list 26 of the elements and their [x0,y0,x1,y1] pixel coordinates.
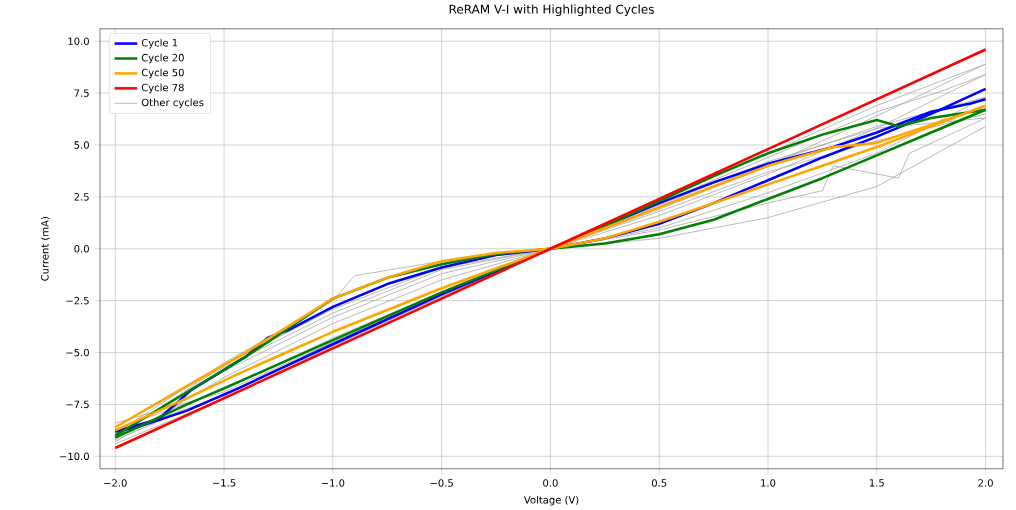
legend-label: Cycle 20 [141,53,184,64]
legend-label: Other cycles [141,98,204,109]
chart-title: ReRAM V-I with Highlighted Cycles [449,4,654,17]
y-axis-title: Current (mA) [40,217,50,281]
x-tick-label: 1.0 [761,479,776,487]
y-tick-label: 10.0 [68,37,89,46]
legend-label: Cycle 50 [141,68,184,79]
x-tick-label: −2.0 [104,479,127,487]
x-tick-label: 0.5 [651,479,667,487]
y-tick-label: 5.0 [74,141,89,149]
x-tick-label: 0.0 [543,479,558,487]
y-tick-label: −7.5 [66,400,89,409]
x-tick-label: 2.0 [978,479,993,487]
legend-label: Cycle 1 [141,38,178,49]
y-tick-label: 7.5 [74,89,89,97]
legend-label: Cycle 78 [141,83,184,94]
x-tick-label: −0.5 [430,479,453,487]
y-tick-label: −2.5 [66,296,89,305]
x-tick-label: −1.5 [212,479,236,487]
y-tick-label: 0.0 [74,244,89,253]
y-tick-label: 2.5 [74,193,89,201]
x-tick-label: 1.5 [869,479,884,487]
x-axis-title: Voltage (V) [523,495,579,506]
x-tick-label: −1.0 [321,479,345,487]
y-tick-label: −10.0 [60,452,89,461]
y-tick-label: −5.0 [66,348,89,357]
